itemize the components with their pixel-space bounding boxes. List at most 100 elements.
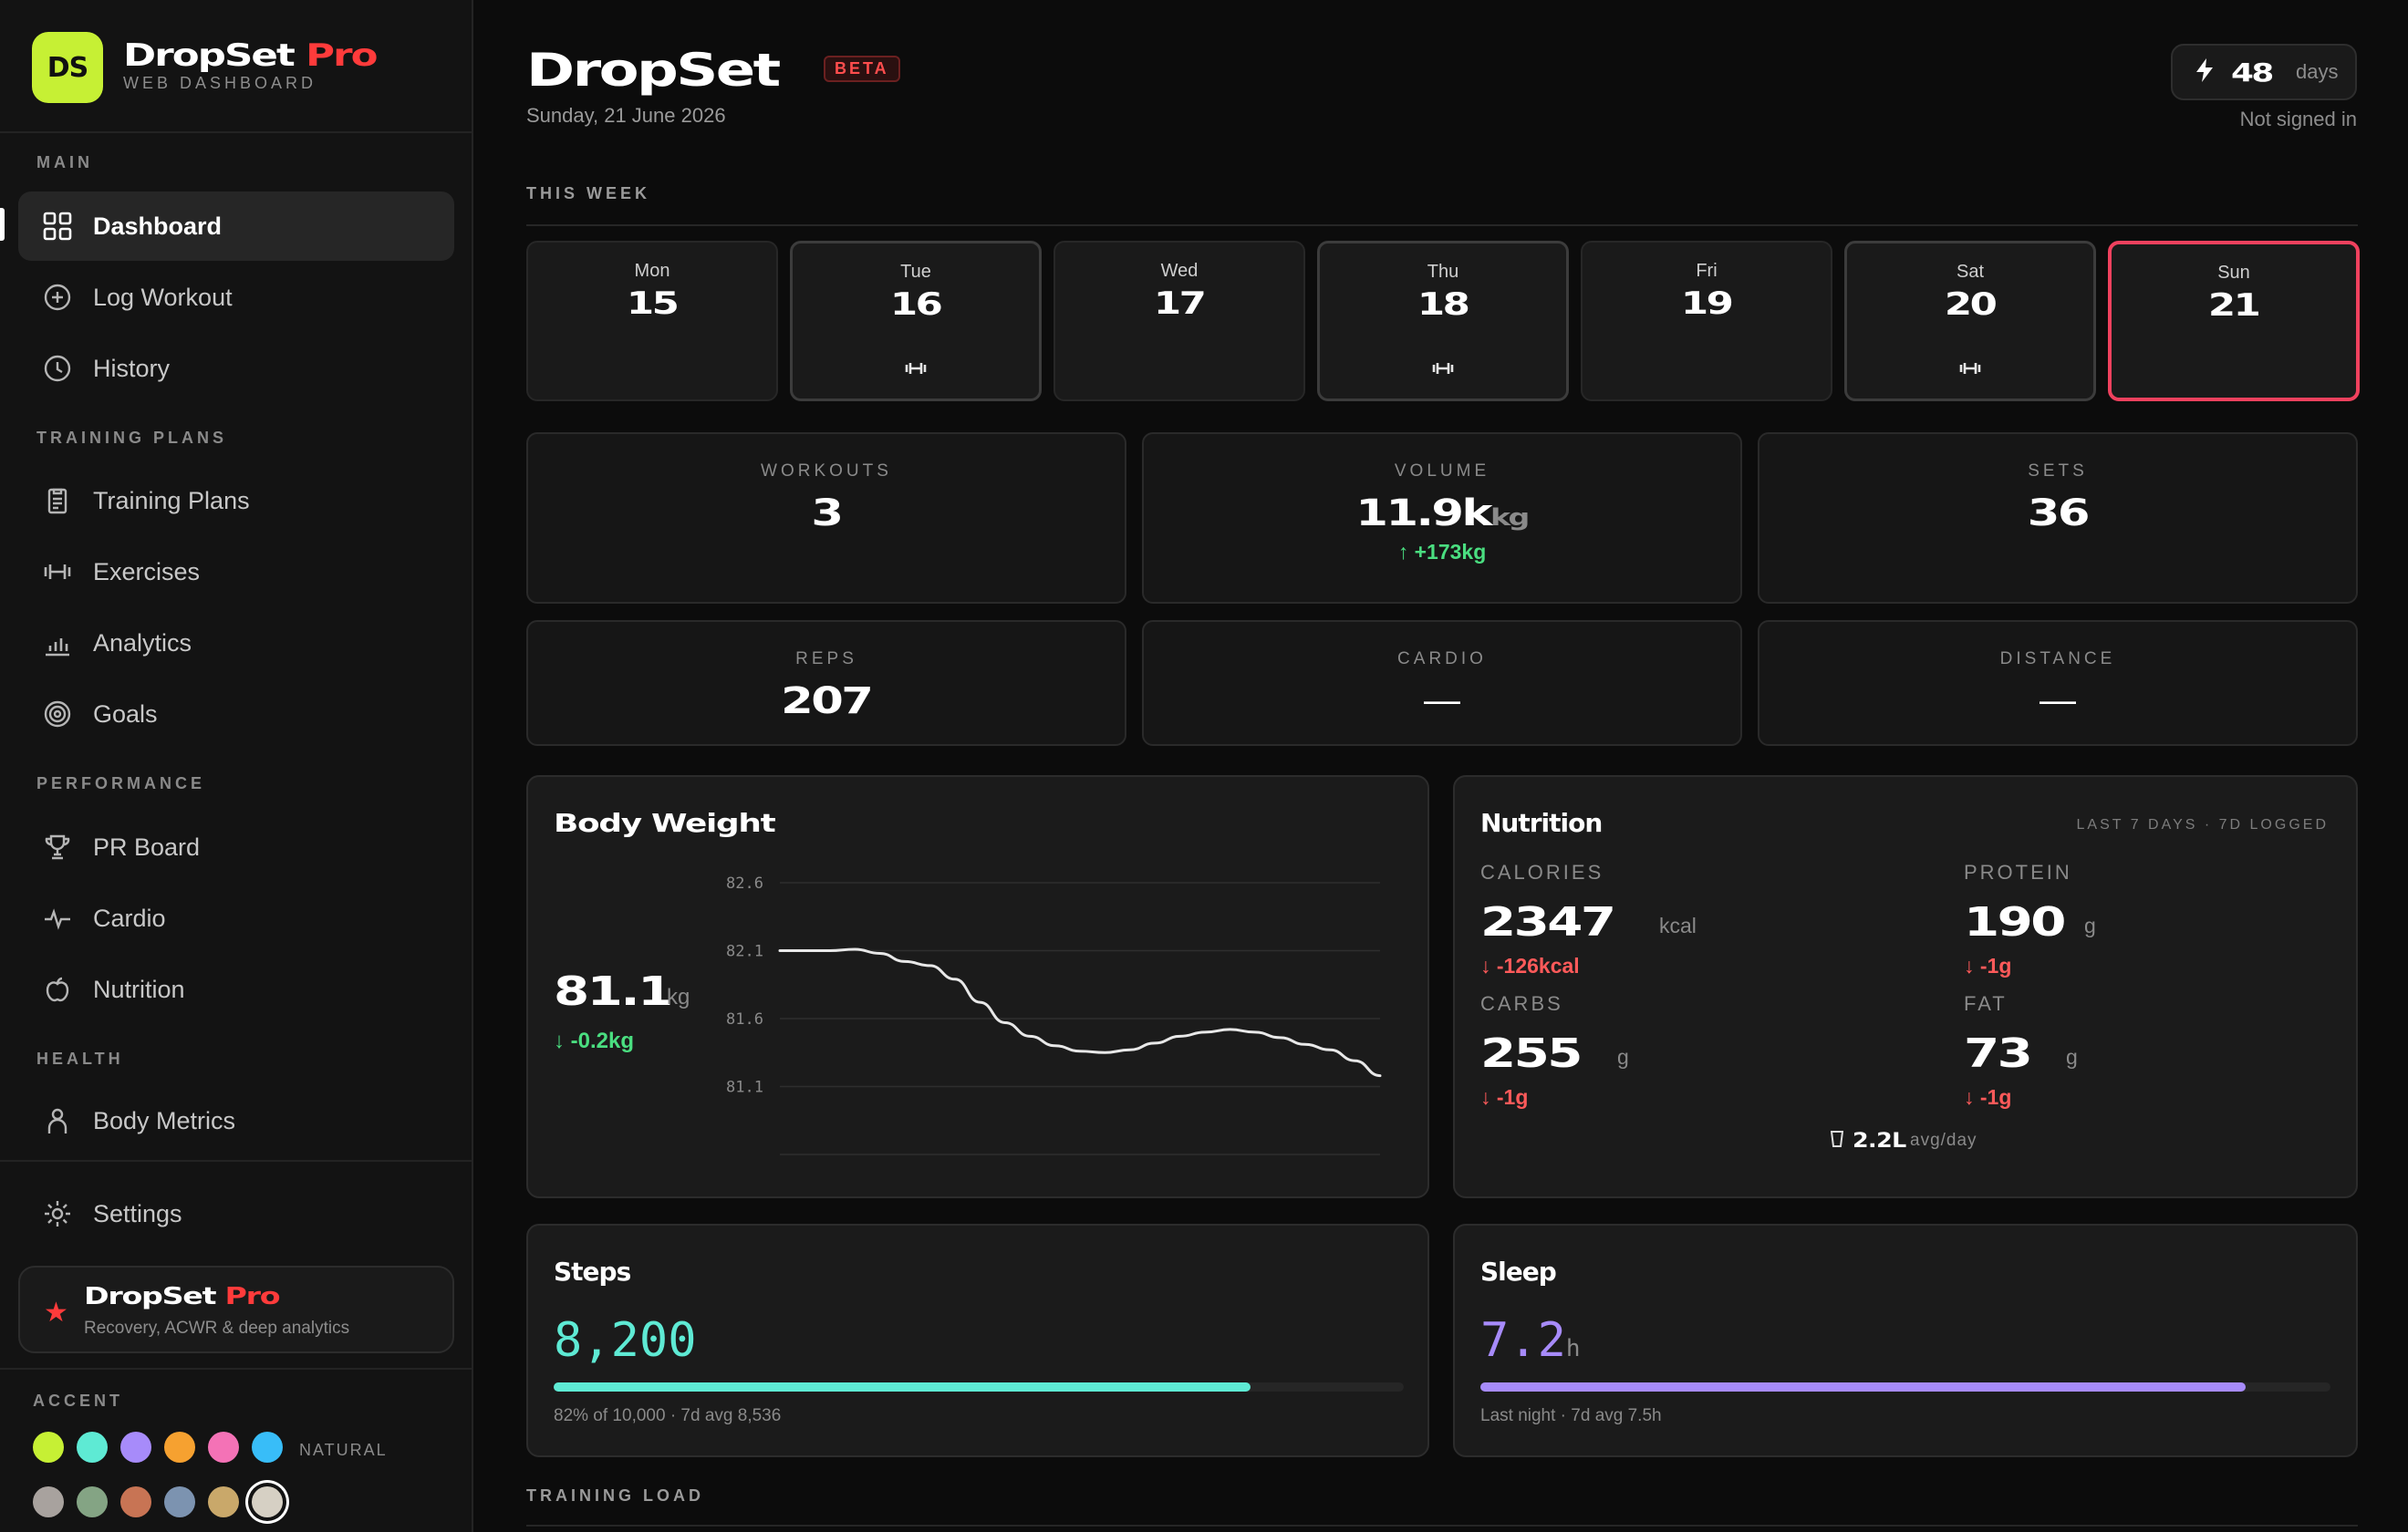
divider bbox=[0, 1160, 472, 1162]
accent-label: ACCENT bbox=[33, 1392, 123, 1410]
day-date: 18 bbox=[1417, 286, 1470, 323]
brand[interactable]: DS DropSet Pro WEB DASHBOARD bbox=[32, 32, 461, 105]
accent-swatch[interactable] bbox=[77, 1486, 108, 1517]
day-card[interactable]: Thu 18 bbox=[1317, 241, 1569, 401]
accent-swatch[interactable] bbox=[164, 1432, 195, 1463]
accent-swatch[interactable] bbox=[208, 1432, 239, 1463]
day-name: Mon bbox=[634, 261, 670, 281]
accent-swatch[interactable] bbox=[33, 1486, 64, 1517]
star-icon: ★ bbox=[44, 1298, 68, 1328]
nutrition-meta: LAST 7 DAYS · 7D LOGGED bbox=[2076, 817, 2329, 833]
sleep-card[interactable]: Sleep 7.2h Last night · 7d avg 7.5h bbox=[1453, 1224, 2358, 1457]
day-card[interactable]: Wed 17 bbox=[1054, 241, 1305, 401]
day-card[interactable]: Fri 19 bbox=[1581, 241, 1832, 401]
dumbbell-icon bbox=[1320, 362, 1566, 375]
sleep-progress-fill bbox=[1480, 1382, 2246, 1392]
page-title: DropSet bbox=[526, 44, 781, 97]
nav-label: Settings bbox=[93, 1199, 182, 1227]
day-date: 21 bbox=[2208, 287, 2261, 324]
accent-swatch[interactable] bbox=[77, 1432, 108, 1463]
sleep-progress-bar bbox=[1480, 1382, 2330, 1392]
day-name: Sun bbox=[2217, 263, 2250, 283]
day-card[interactable]: Sat 20 bbox=[1844, 241, 2096, 401]
y-tick-label: 81.6 bbox=[726, 1010, 763, 1029]
water-glass-icon bbox=[1830, 1129, 1844, 1153]
body-weight-card[interactable]: Body Weight 81.1 kg ↓ -0.2kg 82.6 82.1 81.… bbox=[526, 775, 1429, 1198]
day-name: Thu bbox=[1427, 262, 1459, 282]
stat-value: 3 bbox=[811, 492, 844, 534]
streak-badge[interactable]: 48 days bbox=[2171, 44, 2357, 100]
sleep-value: 7.2h bbox=[1480, 1313, 1581, 1368]
nav-label: PR Board bbox=[93, 833, 201, 861]
nutrition-card[interactable]: Nutrition LAST 7 DAYS · 7D LOGGED CALORI… bbox=[1453, 775, 2358, 1198]
pro-promo-card[interactable]: ★ DropSet Pro Recovery, ACWR & deep anal… bbox=[18, 1266, 454, 1353]
nav-body-metrics[interactable]: Body Metrics bbox=[18, 1086, 454, 1155]
streak-value: 48 bbox=[2231, 57, 2274, 88]
nav-label: Goals bbox=[93, 699, 158, 728]
nav-log-workout[interactable]: Log Workout bbox=[18, 263, 454, 332]
bar-chart-icon bbox=[42, 627, 73, 658]
stat-label: REPS bbox=[795, 649, 857, 668]
nav-label: Log Workout bbox=[93, 283, 233, 311]
carbs-label: CARBS bbox=[1480, 992, 1563, 1015]
nav-training-plans[interactable]: Training Plans bbox=[18, 466, 454, 535]
nav-label: Nutrition bbox=[93, 975, 185, 1003]
calories-unit: kcal bbox=[1659, 914, 1697, 937]
steps-progress-fill bbox=[554, 1382, 1251, 1392]
nav-analytics[interactable]: Analytics bbox=[18, 608, 454, 678]
nav-dashboard[interactable]: Dashboard bbox=[18, 192, 454, 261]
body-weight-value: 81.1 bbox=[554, 968, 673, 1015]
nav-history[interactable]: History bbox=[18, 334, 454, 403]
trophy-icon bbox=[42, 832, 73, 863]
clipboard-icon bbox=[42, 485, 73, 516]
bolt-icon bbox=[2195, 57, 2215, 88]
nav-settings[interactable]: Settings bbox=[18, 1179, 454, 1248]
day-card[interactable]: Tue 16 bbox=[790, 241, 1042, 401]
stat-label: WORKOUTS bbox=[761, 461, 892, 481]
nav-label: Dashboard bbox=[93, 212, 223, 240]
nav-label: Body Metrics bbox=[93, 1106, 236, 1134]
nav-label: Training Plans bbox=[93, 486, 250, 514]
nav-cardio[interactable]: Cardio bbox=[18, 884, 454, 953]
promo-subtitle: Recovery, ACWR & deep analytics bbox=[84, 1319, 350, 1338]
accent-swatch[interactable] bbox=[208, 1486, 239, 1517]
auth-status[interactable]: Not signed in bbox=[2239, 108, 2357, 130]
sidebar: DS DropSet Pro WEB DASHBOARD MAIN Dashbo… bbox=[0, 0, 473, 1532]
nav-goals[interactable]: Goals bbox=[18, 679, 454, 749]
nav-exercises[interactable]: Exercises bbox=[18, 537, 454, 606]
calories-delta: ↓ -126kcal bbox=[1480, 954, 1580, 978]
dumbbell-icon bbox=[793, 362, 1039, 375]
body-weight-delta: ↓ -0.2kg bbox=[554, 1029, 635, 1053]
nav-pr-board[interactable]: PR Board bbox=[18, 813, 454, 882]
card-title: Nutrition bbox=[1480, 808, 1603, 838]
y-tick-label: 82.6 bbox=[726, 875, 763, 893]
card-title: Sleep bbox=[1480, 1257, 1557, 1287]
steps-card[interactable]: Steps 8,200 82% of 10,000 · 7d avg 8,536 bbox=[526, 1224, 1429, 1457]
calories-value: 2347 bbox=[1480, 899, 1616, 946]
accent-swatch[interactable] bbox=[120, 1432, 151, 1463]
training-load-label: TRAINING LOAD bbox=[526, 1486, 704, 1505]
divider bbox=[526, 224, 2358, 226]
day-date: 15 bbox=[627, 285, 680, 322]
accent-swatch[interactable] bbox=[120, 1486, 151, 1517]
stat-value: 36 bbox=[2027, 492, 2091, 534]
stat-workouts: WORKOUTS 3 bbox=[526, 432, 1126, 604]
day-card[interactable]: Mon 15 bbox=[526, 241, 778, 401]
section-label-performance: PERFORMANCE bbox=[36, 774, 206, 792]
body-weight-unit: kg bbox=[667, 985, 690, 1009]
day-card[interactable]: Sun 21 bbox=[2108, 241, 2360, 401]
water-avg-label: avg/day bbox=[1910, 1131, 1977, 1150]
nav-nutrition[interactable]: Nutrition bbox=[18, 955, 454, 1024]
fat-value: 73 bbox=[1964, 1030, 2033, 1077]
accent-swatch[interactable] bbox=[252, 1432, 283, 1463]
accent-swatch[interactable] bbox=[252, 1486, 283, 1517]
accent-swatch[interactable] bbox=[164, 1486, 195, 1517]
plus-circle-icon bbox=[42, 282, 73, 313]
day-date: 17 bbox=[1154, 285, 1207, 322]
pulse-icon bbox=[42, 903, 73, 934]
body-weight-chart: 82.6 82.1 81.6 81.1 bbox=[726, 875, 1382, 1155]
beta-badge: BETA bbox=[824, 56, 900, 82]
section-label-health: HEALTH bbox=[36, 1050, 124, 1068]
accent-swatch[interactable] bbox=[33, 1432, 64, 1463]
day-date: 19 bbox=[1681, 285, 1734, 322]
